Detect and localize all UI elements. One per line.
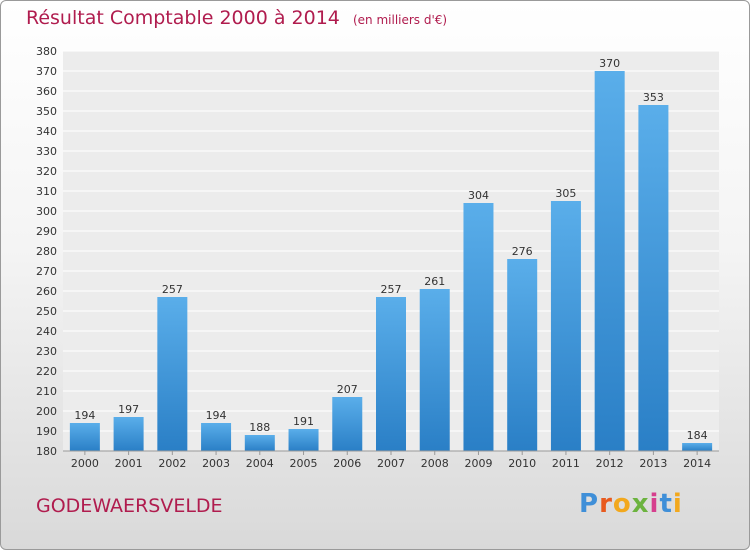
x-tick-label: 2009 bbox=[464, 457, 492, 470]
chart-title: Résultat Comptable 2000 à 2014 bbox=[26, 7, 340, 29]
data-labels: 194 197 257 194 188 191 207 257 261 304 276 305 370 3… bbox=[74, 57, 707, 442]
x-tick-label: 2001 bbox=[115, 457, 143, 470]
bar-2006 bbox=[332, 397, 363, 451]
y-tick-label: 250 bbox=[36, 305, 57, 318]
data-label-2001: 197 bbox=[118, 403, 139, 416]
x-tick-label: 2004 bbox=[246, 457, 274, 470]
bar-2014 bbox=[682, 443, 713, 451]
bar-2009 bbox=[463, 203, 494, 451]
x-tick-label: 2002 bbox=[158, 457, 186, 470]
y-tick-label: 350 bbox=[36, 105, 57, 118]
logo-letter: o bbox=[612, 489, 632, 519]
bar-2013 bbox=[638, 105, 669, 451]
x-tick-label: 2007 bbox=[377, 457, 405, 470]
bar-2002 bbox=[157, 297, 188, 451]
proxiti-logo: Proxiti bbox=[579, 489, 683, 519]
data-label-2014: 184 bbox=[687, 429, 708, 442]
y-tick-label: 230 bbox=[36, 345, 57, 358]
x-tick-label: 2012 bbox=[596, 457, 624, 470]
data-label-2011: 305 bbox=[555, 187, 576, 200]
data-label-2010: 276 bbox=[512, 245, 533, 258]
data-label-2007: 257 bbox=[381, 283, 402, 296]
logo-letter: P bbox=[579, 489, 600, 519]
x-tick-label: 2010 bbox=[508, 457, 536, 470]
y-tick-label: 300 bbox=[36, 205, 57, 218]
data-label-2002: 257 bbox=[162, 283, 183, 296]
x-tick-label: 2003 bbox=[202, 457, 230, 470]
chart-subtitle: (en milliers d'€) bbox=[352, 13, 448, 27]
x-tick-label: 2005 bbox=[290, 457, 318, 470]
y-tick-label: 210 bbox=[36, 385, 57, 398]
y-tick-label: 340 bbox=[36, 125, 57, 138]
y-tick-label: 370 bbox=[36, 65, 57, 78]
data-label-2000: 194 bbox=[74, 409, 95, 422]
bars bbox=[69, 71, 713, 451]
y-tick-label: 220 bbox=[36, 365, 57, 378]
logo-letter: r bbox=[599, 489, 613, 519]
y-tick-label: 190 bbox=[36, 425, 57, 438]
x-axis-ticks: 2000 2001 2002 2003 2004 2005 2006 2007 2008 2009… bbox=[63, 450, 719, 470]
x-tick-label: 2008 bbox=[421, 457, 449, 470]
y-tick-label: 280 bbox=[36, 245, 57, 258]
y-tick-label: 320 bbox=[36, 165, 57, 178]
bar-2005 bbox=[288, 429, 319, 451]
data-label-2004: 188 bbox=[249, 421, 270, 434]
town-name: GODEWAERSVELDE bbox=[36, 495, 223, 517]
logo-letter: t bbox=[659, 489, 673, 519]
y-tick-label: 200 bbox=[36, 405, 57, 418]
y-tick-label: 270 bbox=[36, 265, 57, 278]
bar-2008 bbox=[419, 289, 450, 451]
y-tick-label: 330 bbox=[36, 145, 57, 158]
x-tick-label: 2011 bbox=[552, 457, 580, 470]
y-tick-label: 360 bbox=[36, 85, 57, 98]
logo-letter: x bbox=[631, 489, 650, 519]
x-tick-label: 2006 bbox=[333, 457, 361, 470]
y-tick-label: 310 bbox=[36, 185, 57, 198]
bar-2011 bbox=[550, 201, 581, 451]
bar-2010 bbox=[507, 259, 538, 451]
y-tick-label: 260 bbox=[36, 285, 57, 298]
title-line: Résultat Comptable 2000 à 2014 (en milli… bbox=[26, 7, 447, 29]
data-label-2008: 261 bbox=[424, 275, 445, 288]
bar-2007 bbox=[376, 297, 406, 451]
bar-2004 bbox=[244, 435, 275, 451]
y-tick-label: 380 bbox=[36, 45, 57, 58]
x-tick-label: 2014 bbox=[683, 457, 711, 470]
bar-2000 bbox=[69, 423, 100, 451]
y-axis-ticks: 180 190 200 210 220 230 240 250 260 270 280 290 300 3… bbox=[36, 45, 57, 458]
x-tick-label: 2000 bbox=[71, 457, 99, 470]
data-label-2013: 353 bbox=[643, 91, 664, 104]
x-tick-label: 2013 bbox=[639, 457, 667, 470]
bar-2012 bbox=[594, 71, 625, 451]
data-label-2012: 370 bbox=[599, 57, 620, 70]
data-label-2006: 207 bbox=[337, 383, 358, 396]
data-label-2003: 194 bbox=[206, 409, 227, 422]
y-tick-label: 290 bbox=[36, 225, 57, 238]
bar-2003 bbox=[201, 423, 232, 451]
data-label-2009: 304 bbox=[468, 189, 489, 202]
y-tick-label: 240 bbox=[36, 325, 57, 338]
logo-letter: i bbox=[672, 489, 683, 519]
data-label-2005: 191 bbox=[293, 415, 314, 428]
logo-letter: i bbox=[649, 489, 660, 519]
bar-2001 bbox=[113, 417, 144, 451]
y-tick-label: 180 bbox=[36, 445, 57, 458]
